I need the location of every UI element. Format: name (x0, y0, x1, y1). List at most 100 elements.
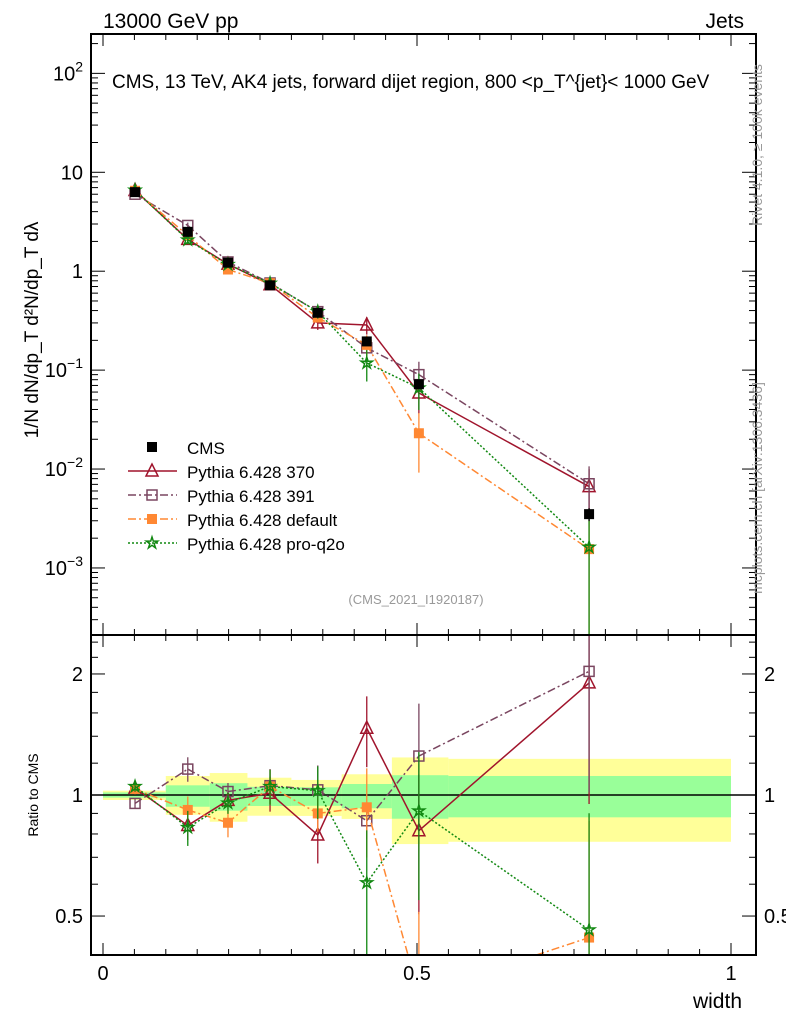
y-tick-label: 10−2 (45, 454, 83, 481)
series-line (418, 387, 590, 548)
y-tick-label: 1 (72, 261, 83, 283)
series-line (366, 344, 420, 434)
legend-marker (144, 462, 160, 477)
legend-label: Pythia 6.428 default (187, 511, 338, 530)
series-main-4 (126, 181, 598, 635)
legend-marker (147, 514, 157, 524)
ratio-line (227, 785, 271, 824)
ratio-point (358, 874, 375, 890)
series-line (317, 311, 368, 364)
data-point (222, 264, 233, 275)
analysis-watermark: (CMS_2021_I1920187) (348, 592, 483, 607)
ratio-point (310, 826, 325, 841)
ratio-point (129, 797, 141, 810)
series-line (366, 347, 420, 376)
ratio-point (410, 802, 427, 818)
data-point (413, 379, 424, 390)
data-point (358, 354, 375, 370)
data-point (222, 257, 233, 268)
legend-label: Pythia 6.428 pro-q2o (187, 535, 345, 554)
series-line (366, 362, 420, 389)
ratio-point (182, 763, 194, 775)
data-point (583, 478, 595, 490)
series-line (366, 324, 420, 394)
ratio-point (309, 782, 326, 798)
data-point (182, 226, 193, 237)
ratio-tick-label: 0.5 (55, 906, 83, 928)
legend-marker (146, 489, 158, 501)
series-line (418, 374, 590, 485)
y-tick-label: 102 (53, 58, 83, 85)
ratio-tick-label: 1 (72, 785, 83, 807)
ratio-line (418, 682, 590, 832)
data-point (265, 280, 276, 291)
axes: 0 0.5 1 10−3 10−2 10−1 1 10 102 0.5 0.5 1 1 2 2 (45, 33, 786, 985)
x-axis-label: width (692, 990, 742, 1013)
band-green (291, 787, 342, 806)
data-point (130, 187, 141, 198)
ratio-point (581, 921, 598, 937)
ratio-tick-label: 2 (72, 664, 83, 686)
ratio-line (227, 785, 271, 804)
ratio-line (134, 788, 189, 811)
data-point (312, 307, 323, 318)
data-point (179, 231, 196, 247)
ratio-point (222, 817, 233, 828)
header-right: Jets (705, 10, 744, 33)
series-layer (126, 181, 598, 956)
x-tick-label: 0.5 (403, 963, 431, 985)
series-line (227, 261, 271, 284)
ratio-point (361, 802, 372, 813)
ratio-point (126, 777, 144, 794)
rivet-label: Rivet 4.1.0, ≥ 100k events (749, 64, 765, 226)
ratio-line (418, 810, 590, 931)
series-line (134, 190, 189, 236)
ratio-point (261, 777, 279, 794)
data-point (581, 538, 598, 555)
data-point (584, 509, 595, 520)
ratio-line (134, 768, 189, 805)
data-point (413, 428, 424, 439)
ratio-line (536, 936, 590, 956)
data-point (359, 316, 374, 331)
ratio-tick-label: 2 (764, 664, 775, 686)
y-tick-label: 10−1 (45, 355, 83, 382)
band-green (165, 785, 210, 807)
ratio-line (366, 755, 420, 822)
ratio-line (187, 799, 229, 827)
ratio-line (227, 784, 271, 793)
series-line (134, 193, 189, 227)
x-tick-label: 0 (97, 963, 108, 985)
ratio-line (269, 792, 319, 836)
series-line (269, 284, 319, 324)
ratio-line (317, 790, 368, 884)
ratio-line (366, 727, 420, 832)
ratio-line (317, 727, 368, 836)
legend: CMS Pythia 6.428 370 Pythia 6.428 391 Pythi… (128, 439, 345, 554)
series-line (269, 282, 319, 313)
ratio-line (269, 785, 319, 815)
ratio-point (179, 819, 196, 835)
ratio-line (366, 810, 420, 884)
series-main-3 (130, 185, 595, 635)
legend-label: Pythia 6.428 391 (187, 487, 315, 506)
series-line (269, 282, 319, 313)
ratio-tick-label: 1 (764, 785, 775, 807)
series-line (317, 322, 367, 326)
mcplots-label: mcplots.cern.ch [arXiv:1306.3436] (749, 382, 765, 594)
x-tick-label: 1 (725, 963, 736, 985)
ratio-point (182, 804, 193, 815)
ratio-line (418, 670, 590, 757)
ratio-axis-label: Ratio to CMS (25, 753, 41, 836)
legend-marker (143, 534, 161, 550)
series-line (317, 311, 368, 349)
ratio-point (359, 719, 374, 734)
series-line (269, 282, 319, 319)
y-tick-label: 10−3 (45, 553, 83, 580)
chart-title: CMS, 13 TeV, AK4 jets, forward dijet reg… (112, 72, 710, 93)
ratio-line (366, 807, 409, 956)
series-line (187, 224, 229, 263)
series-ratio-4 (126, 752, 598, 955)
legend-label: Pythia 6.428 370 (187, 463, 315, 482)
